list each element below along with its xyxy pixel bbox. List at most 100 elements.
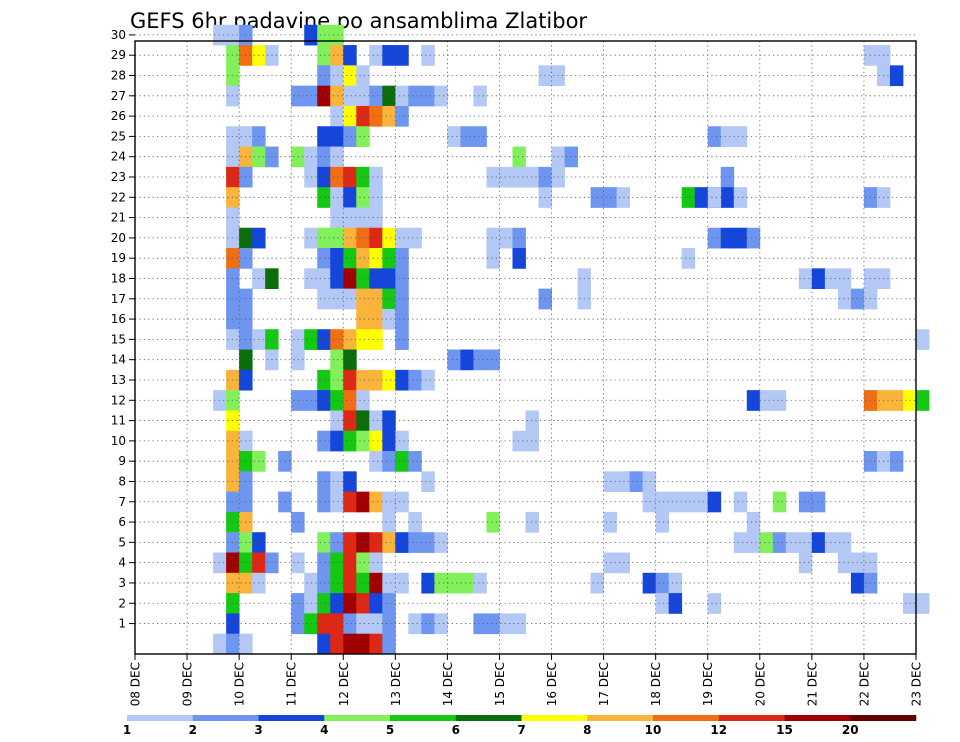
colorbar-label-1: 2 (189, 723, 197, 737)
heatmap-cell-89 (330, 187, 344, 208)
y-tick-label-12: 12 (111, 393, 126, 407)
y-tick-label-9: 9 (118, 454, 126, 468)
heatmap-cell-115 (330, 227, 344, 249)
heatmap-cell-59 (720, 126, 735, 147)
heatmap-cell-230 (330, 410, 344, 432)
heatmap-cell-302 (330, 532, 344, 553)
heatmap-cell-154 (811, 268, 826, 290)
heatmap-cell-275 (369, 491, 383, 513)
heatmap-cell-233 (369, 410, 383, 432)
heatmap-cell-386 (486, 613, 500, 635)
y-tick-label-16: 16 (111, 312, 126, 326)
heatmap-cell-137 (395, 248, 409, 269)
heatmap-cell-34 (356, 85, 370, 107)
x-tick-label-3: 11 DEC (285, 662, 299, 706)
y-tick-label-14: 14 (111, 353, 126, 367)
heatmap-cell-74 (304, 166, 318, 188)
heatmap-cell-167 (395, 288, 409, 310)
heatmap-cell-140 (681, 248, 696, 269)
heatmap-cell-126 (720, 227, 735, 249)
heatmap-cell-162 (330, 288, 344, 310)
heatmap-cell-148 (356, 268, 370, 290)
heatmap-cell-315 (785, 532, 800, 553)
x-tick-label-9: 17 DEC (597, 662, 611, 706)
colorbar-label-9: 12 (710, 723, 727, 737)
heatmap-cell-354 (642, 572, 657, 594)
heatmap-cell-352 (473, 572, 487, 594)
heatmap-cell-232 (356, 410, 370, 432)
heatmap-cell-362 (317, 593, 331, 614)
y-tick-label-11: 11 (111, 414, 126, 428)
heatmap-cell-30 (304, 85, 318, 107)
heatmap-cell-0 (213, 24, 227, 46)
heatmap-cell-67 (317, 146, 331, 168)
heatmap-cell-81 (499, 166, 513, 188)
y-tick-label-8: 8 (118, 474, 126, 488)
heatmap-cell-390 (226, 633, 240, 655)
heatmap-cell-246 (525, 430, 539, 452)
heatmap-cell-176 (369, 308, 383, 330)
heatmap-cell-378 (343, 613, 357, 635)
x-tick-label-2: 10 DEC (233, 662, 247, 706)
heatmap-cell-389 (213, 633, 227, 655)
colorbar-swatch-11 (850, 715, 917, 721)
x-tick-label-1: 09 DEC (181, 662, 195, 706)
x-tick-label-10: 18 DEC (649, 662, 663, 706)
y-tick-label-4: 4 (118, 556, 126, 570)
heatmap-cell-76 (330, 166, 344, 188)
heatmap-cell-377 (330, 613, 344, 635)
y-tick-label-25: 25 (111, 129, 126, 143)
heatmap-cell-308 (408, 532, 422, 553)
heatmap-cell-119 (382, 227, 396, 249)
heatmap-cell-365 (356, 593, 370, 614)
colorbar-label-11: 20 (842, 723, 859, 737)
heatmap-cell-280 (668, 491, 683, 513)
heatmap-cell-350 (447, 572, 461, 594)
heatmap-cell-363 (330, 593, 344, 614)
heatmap-cell-101 (707, 187, 722, 208)
y-tick-label-5: 5 (118, 535, 126, 549)
heatmap-cell-36 (382, 85, 396, 107)
heatmap-cell-16 (421, 45, 435, 66)
heatmap-cell-211 (421, 369, 435, 391)
heatmap-cell-395 (356, 633, 370, 655)
x-tick-label-6: 14 DEC (441, 662, 455, 706)
x-tick-label-7: 15 DEC (493, 662, 507, 706)
heatmap-cell-340 (304, 572, 318, 594)
heatmap-cell-319 (837, 532, 852, 553)
heatmap-cell-317 (811, 532, 826, 553)
heatmap-cell-198 (460, 349, 474, 371)
heatmap-cell-312 (746, 532, 761, 553)
heatmap-cell-178 (395, 308, 409, 330)
heatmap-cell-326 (317, 552, 331, 574)
heatmap-cell-69 (512, 146, 526, 168)
y-tick-label-2: 2 (118, 596, 126, 610)
y-tick-label-21: 21 (111, 211, 126, 225)
heatmap-cell-376 (317, 613, 331, 635)
heatmap-cell-134 (356, 248, 370, 269)
heatmap-cell-139 (512, 248, 526, 269)
heatmap-cell-190 (395, 329, 409, 350)
heatmap-cell-235 (525, 410, 539, 432)
heatmap-cell-375 (304, 613, 318, 635)
heatmap-cell-307 (395, 532, 409, 553)
heatmap-cell-251 (369, 451, 383, 472)
heatmap-cell-75 (317, 166, 331, 188)
colorbar-swatch-6 (521, 715, 588, 721)
heatmap-cell-287 (811, 491, 826, 513)
heatmap-cell-228 (916, 390, 930, 411)
heatmap-cell-88 (317, 187, 331, 208)
y-tick-label-3: 3 (118, 576, 126, 590)
heatmap-cell-118 (369, 227, 383, 249)
colorbar-swatch-8 (653, 715, 720, 721)
heatmap-cell-86 (720, 166, 735, 188)
heatmap-cell-127 (733, 227, 748, 249)
heatmap-cell-31 (317, 85, 331, 107)
y-tick-label-1: 1 (118, 617, 126, 631)
heatmap-cell-318 (824, 532, 839, 553)
heatmap-cell-12 (343, 45, 357, 66)
heatmap-cell-310 (434, 532, 448, 553)
heatmap-cell-177 (382, 308, 396, 330)
y-tick-label-26: 26 (111, 109, 126, 123)
heatmap-cell-345 (369, 572, 383, 594)
